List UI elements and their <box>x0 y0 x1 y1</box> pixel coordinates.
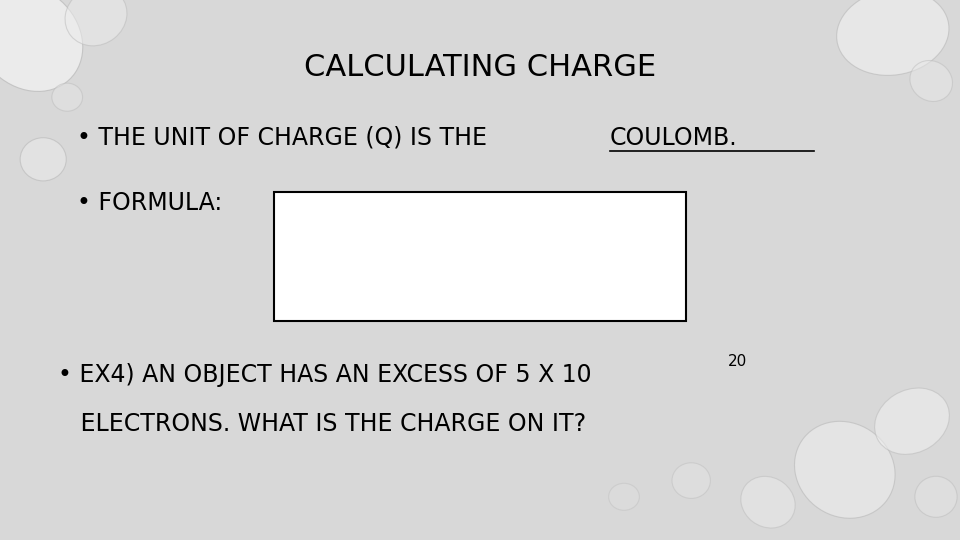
Ellipse shape <box>65 0 127 46</box>
Ellipse shape <box>836 0 949 76</box>
Text: • EX4) AN OBJECT HAS AN EXCESS OF 5 X 10: • EX4) AN OBJECT HAS AN EXCESS OF 5 X 10 <box>58 363 591 387</box>
Text: • FORMULA:: • FORMULA: <box>77 191 222 214</box>
Text: CALCULATING CHARGE: CALCULATING CHARGE <box>304 53 656 82</box>
Ellipse shape <box>20 138 66 181</box>
Ellipse shape <box>672 463 710 498</box>
Ellipse shape <box>875 388 949 454</box>
Text: ELECTRONS. WHAT IS THE CHARGE ON IT?: ELECTRONS. WHAT IS THE CHARGE ON IT? <box>58 412 586 436</box>
Ellipse shape <box>795 421 895 518</box>
Ellipse shape <box>910 60 952 102</box>
Text: • THE UNIT OF CHARGE (Q) IS THE: • THE UNIT OF CHARGE (Q) IS THE <box>77 126 494 150</box>
Text: 20: 20 <box>728 354 747 369</box>
Ellipse shape <box>741 476 795 528</box>
Ellipse shape <box>52 83 83 111</box>
Text: COULOMB.: COULOMB. <box>610 126 737 150</box>
FancyBboxPatch shape <box>274 192 686 321</box>
Ellipse shape <box>609 483 639 510</box>
Ellipse shape <box>915 476 957 517</box>
Ellipse shape <box>0 0 83 91</box>
